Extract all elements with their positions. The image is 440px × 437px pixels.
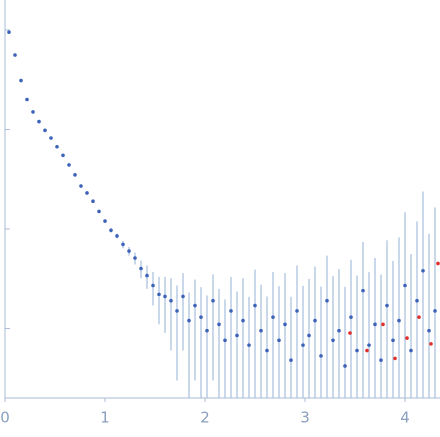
data-point (175, 309, 179, 313)
data-point (337, 328, 341, 333)
data-point (373, 322, 377, 327)
x-tick-label: 3 (300, 409, 310, 427)
data-point (391, 338, 395, 343)
data-point (319, 354, 323, 358)
data-point (223, 338, 227, 343)
data-point (271, 315, 275, 319)
data-point (121, 242, 125, 247)
data-point (139, 266, 143, 271)
data-point (133, 256, 137, 260)
data-point (157, 292, 161, 297)
x-tick-label: 2 (200, 409, 210, 427)
data-point (163, 294, 167, 299)
data-point (181, 294, 185, 299)
data-point (348, 331, 352, 335)
data-point (103, 219, 107, 223)
data-point (313, 318, 317, 323)
data-point (289, 358, 293, 362)
data-point (187, 318, 191, 323)
data-point (229, 309, 233, 313)
data-point (73, 173, 77, 177)
data-point (429, 342, 433, 346)
data-point (405, 336, 409, 340)
data-point (331, 338, 335, 343)
data-point (247, 343, 251, 347)
data-point (61, 153, 65, 158)
data-point (79, 184, 83, 188)
data-point (393, 356, 397, 361)
data-point (379, 358, 383, 362)
data-point (277, 338, 281, 343)
data-point (403, 283, 407, 288)
data-point (31, 110, 35, 114)
data-point (211, 298, 215, 303)
data-point (427, 328, 431, 333)
data-point (205, 328, 209, 333)
x-tick-label: 4 (400, 409, 410, 427)
data-point (49, 136, 53, 140)
data-point (43, 128, 47, 133)
data-point (436, 261, 440, 266)
data-point (433, 309, 437, 313)
data-point (349, 315, 353, 319)
data-point (67, 163, 71, 167)
data-point (307, 333, 311, 338)
x-tick-label: 0 (0, 409, 10, 427)
data-point (421, 268, 425, 273)
data-point (409, 348, 413, 353)
data-point (145, 273, 149, 278)
data-point (397, 318, 401, 323)
data-point (217, 322, 221, 327)
x-tick-label: 1 (100, 409, 110, 427)
data-point (355, 348, 359, 353)
data-point (115, 234, 119, 238)
data-point (37, 119, 41, 124)
data-point (109, 228, 113, 233)
data-point (415, 298, 419, 303)
data-point (55, 144, 59, 149)
data-point (25, 97, 29, 102)
data-point (7, 30, 11, 34)
data-point (367, 343, 371, 347)
data-point (127, 249, 131, 253)
data-point (85, 191, 89, 195)
data-point (97, 209, 101, 214)
data-point (325, 298, 329, 303)
data-point (265, 348, 269, 353)
data-point (361, 288, 365, 293)
data-point (169, 298, 173, 303)
data-point (91, 199, 95, 204)
data-point (13, 53, 17, 57)
data-point (365, 348, 369, 353)
data-point (295, 309, 299, 313)
data-point (199, 315, 203, 319)
data-point (241, 318, 245, 323)
data-point (385, 303, 389, 308)
data-point (381, 322, 385, 327)
data-point (259, 328, 263, 333)
data-point (301, 343, 305, 347)
data-point (235, 333, 239, 338)
data-point (19, 78, 23, 83)
data-point (283, 322, 287, 327)
data-point (343, 364, 347, 368)
data-point (253, 303, 257, 308)
data-point (151, 283, 155, 288)
data-point (417, 315, 421, 319)
data-point (193, 303, 197, 308)
